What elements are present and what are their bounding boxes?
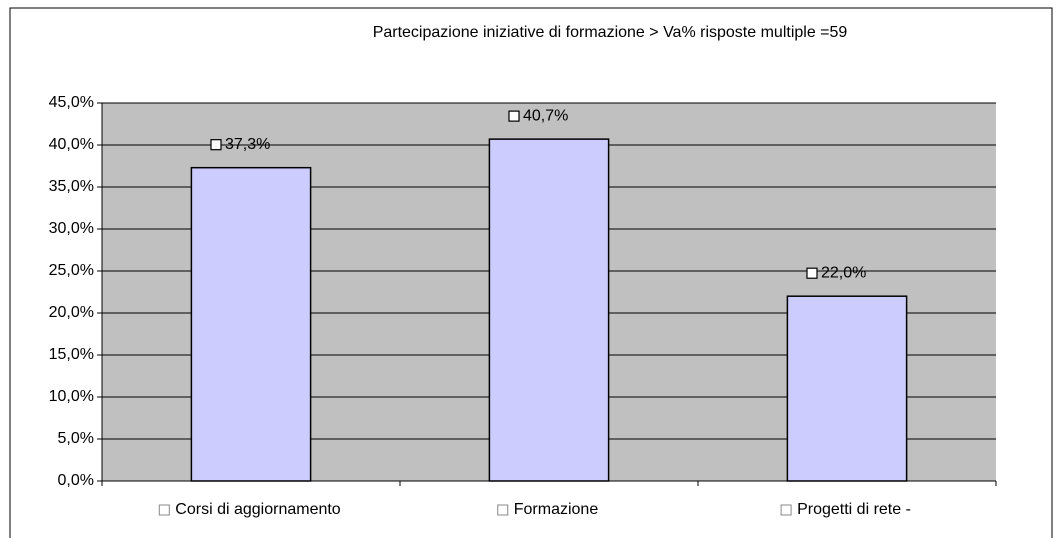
bar bbox=[786, 295, 908, 482]
y-tick-label: 35,0% bbox=[49, 178, 94, 195]
y-tick-label: 15,0% bbox=[49, 346, 94, 363]
data-label: 22,0% bbox=[821, 264, 866, 281]
data-label-key bbox=[806, 267, 818, 279]
x-tick-label: Corsi di aggiornamento bbox=[175, 501, 341, 518]
y-tick-label: 25,0% bbox=[49, 262, 94, 279]
y-tick-label: 30,0% bbox=[49, 220, 94, 237]
y-tick-label: 40,0% bbox=[49, 136, 94, 153]
bar bbox=[488, 138, 610, 482]
y-tick-label: 20,0% bbox=[49, 304, 94, 321]
chart-title: Partecipazione iniziative di formazione … bbox=[373, 24, 848, 41]
y-tick-label: 10,0% bbox=[49, 388, 94, 405]
data-label-key bbox=[508, 110, 520, 122]
data-label: 37,3% bbox=[225, 136, 270, 153]
data-label: 40,7% bbox=[523, 107, 568, 124]
category-key bbox=[158, 504, 170, 516]
data-label-key bbox=[210, 139, 222, 151]
x-tick-label: Progetti di rete - bbox=[797, 501, 911, 518]
bar bbox=[190, 166, 312, 482]
y-tick-label: 0,0% bbox=[58, 472, 94, 489]
category-key bbox=[497, 504, 509, 516]
y-tick-label: 45,0% bbox=[49, 94, 94, 111]
x-tick-label: Formazione bbox=[514, 501, 599, 518]
category-key bbox=[780, 504, 792, 516]
y-tick-label: 5,0% bbox=[58, 430, 94, 447]
